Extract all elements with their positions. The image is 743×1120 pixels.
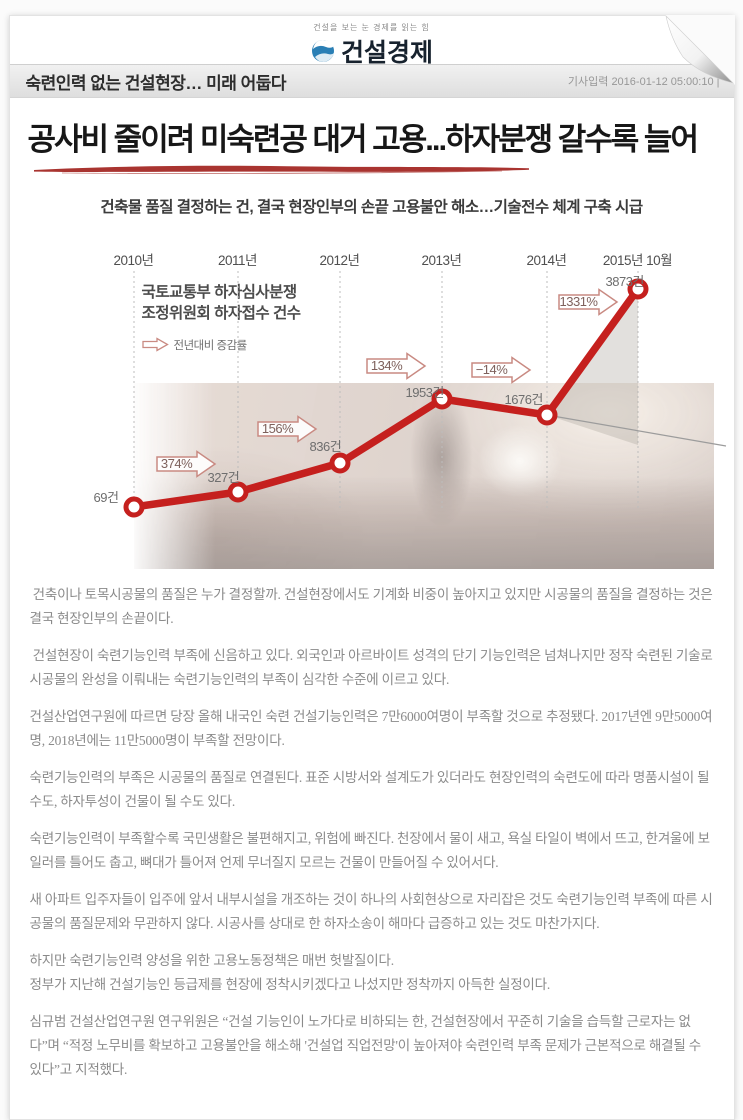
masthead-tagline: 건설을 보는 눈 경제를 읽는 힘 [313,23,430,32]
chart-legend-key: 전년대비 증감률 [141,337,332,353]
data-point-value-label: 1676건 [504,392,544,407]
yoy-change-arrow: 1331% [557,287,619,317]
yoy-change-label: 374% [160,456,193,471]
article-subheadline: 건축물 품질 결정하는 건, 결국 현장인부의 손끝 고용불안 해소…기술전수 … [100,199,643,216]
chart-legend: 국토교통부 하자심사분쟁 조정위원회 하자접수 건수 전년대비 증감률 [142,283,332,353]
chart-canvas [123,271,726,518]
page-curl-decoration [664,15,735,85]
article-paragraph: 숙련기능인력이 부족할수록 국민생활은 불편해지고, 위험에 빠진다. 천장에서… [29,831,711,871]
updown-arrow-icon [141,337,169,352]
x-axis-year-label: 2015년 10월 [602,253,673,268]
right-arrow-icon [256,415,317,443]
yoy-change-label: 134% [370,358,403,373]
x-axis-year-label: 2010년 [113,253,154,268]
masthead: 건설을 보는 눈 경제를 읽는 힘 건설경제 [10,16,734,67]
defect-claims-chart: 국토교통부 하자심사분쟁 조정위원회 하자접수 건수 전년대비 증감률 2010… [28,241,728,573]
logo-text: 건설경제 [340,40,433,67]
x-axis-year-label: 2014년 [526,253,567,268]
article-body: 건축이나 토목시공물의 품질은 누가 결정할까. 건설현장에서도 기계화 비중이… [10,573,734,1119]
newspaper-logo[interactable]: 건설경제 [310,33,433,69]
right-arrow-icon [557,288,618,316]
article-headline: 공사비 줄이려 미숙련공 대거 고용...하자분쟁 갈수록 늘어 [27,122,699,157]
article-paragraph: 새 아파트 입주자들이 입주에 앞서 내부시설을 개조하는 것이 하나의 사회현… [29,892,713,932]
article-paragraph: 건설산업연구원에 따르면 당장 올해 내국인 숙련 건설기능인력은 7만6000… [29,709,713,749]
right-arrow-icon [365,352,426,380]
x-axis-year-label: 2012년 [319,253,360,268]
data-point-value-label: 327건 [207,470,240,485]
yoy-change-label: 156% [261,421,294,436]
data-point-value-label: 836건 [309,439,342,454]
yoy-change-arrow: 156% [256,414,318,444]
article-paragraph: 하지만 숙련기능인력 양성을 위한 고용노동정책은 매번 헛발질이다. 정부가 … [29,953,551,993]
x-axis-year-label: 2013년 [421,253,462,268]
right-arrow-icon [470,356,531,384]
article-paragraph: 건설현장이 숙련기능인력 부족에 신음하고 있다. 외국인과 아르바이트 성격의… [29,648,713,688]
article-paragraph: 숙련기능인력의 부족은 시공물의 품질로 연결된다. 표준 시방서와 설계도가 … [29,770,710,810]
yoy-change-arrow: −14% [470,355,532,385]
right-arrow-icon [155,450,216,478]
yoy-change-arrow: 134% [365,351,427,381]
article-date: 기사입력 2016-01-12 05:00:10 | [567,76,720,88]
article-page: 건설을 보는 눈 경제를 읽는 힘 건설경제 숙련인력 없는 건설현장… 미래 … [8,15,735,1120]
article-paragraph: 심규범 건설산업연구원 연구위원은 “건설 기능인이 노가다로 비하되는 한, … [29,1014,702,1078]
article-paragraph: 건축이나 토목시공물의 품질은 누가 결정할까. 건설현장에서도 기계화 비중이… [29,587,713,627]
data-point-value-label: 69건 [93,490,119,505]
header-bar: 숙련인력 없는 건설현장… 미래 어둡다 기사입력 2016-01-12 05:… [9,64,734,98]
data-point-value-label: 3873건 [605,274,645,289]
legend-arrow-label: 전년대비 증감률 [173,339,248,352]
yoy-change-arrow: 374% [155,449,217,479]
yoy-change-label: 1331% [559,294,598,309]
chart-title: 국토교통부 하자심사분쟁 조정위원회 하자접수 건수 [141,284,301,322]
x-axis-year-label: 2011년 [218,253,257,268]
logo-swirl-icon [311,40,334,62]
data-point-value-label: 1953건 [405,385,445,400]
yoy-change-label: −14% [475,362,508,377]
brush-underline [10,159,734,174]
section-title: 숙련인력 없는 건설현장… 미래 어둡다 [25,73,287,93]
